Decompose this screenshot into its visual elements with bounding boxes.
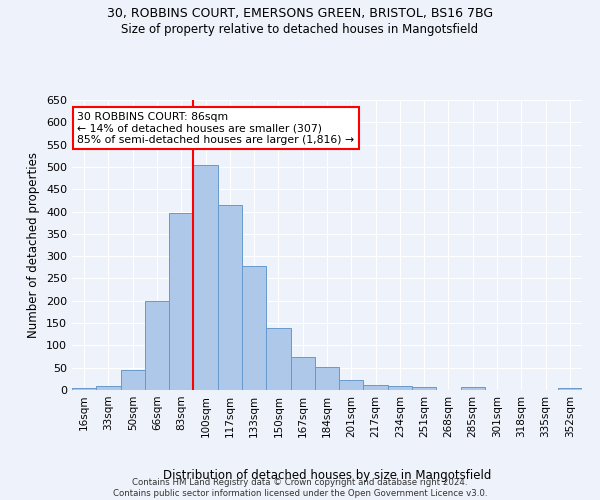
Bar xyxy=(364,384,388,390)
Bar xyxy=(242,266,266,390)
Bar xyxy=(193,164,218,390)
Bar xyxy=(461,388,485,390)
Y-axis label: Number of detached properties: Number of detached properties xyxy=(28,152,40,338)
Text: Distribution of detached houses by size in Mangotsfield: Distribution of detached houses by size … xyxy=(163,470,491,482)
Bar xyxy=(169,213,193,390)
Bar xyxy=(266,328,290,390)
Bar xyxy=(218,205,242,390)
Bar xyxy=(558,388,582,390)
Bar xyxy=(412,387,436,390)
Bar xyxy=(339,380,364,390)
Text: 30 ROBBINS COURT: 86sqm
← 14% of detached houses are smaller (307)
85% of semi-d: 30 ROBBINS COURT: 86sqm ← 14% of detache… xyxy=(77,112,354,145)
Bar xyxy=(315,367,339,390)
Text: 30, ROBBINS COURT, EMERSONS GREEN, BRISTOL, BS16 7BG: 30, ROBBINS COURT, EMERSONS GREEN, BRIST… xyxy=(107,8,493,20)
Bar xyxy=(121,370,145,390)
Bar xyxy=(96,386,121,390)
Bar xyxy=(145,301,169,390)
Bar xyxy=(290,356,315,390)
Text: Size of property relative to detached houses in Mangotsfield: Size of property relative to detached ho… xyxy=(121,22,479,36)
Bar xyxy=(388,386,412,390)
Text: Contains HM Land Registry data © Crown copyright and database right 2024.
Contai: Contains HM Land Registry data © Crown c… xyxy=(113,478,487,498)
Bar xyxy=(72,388,96,390)
